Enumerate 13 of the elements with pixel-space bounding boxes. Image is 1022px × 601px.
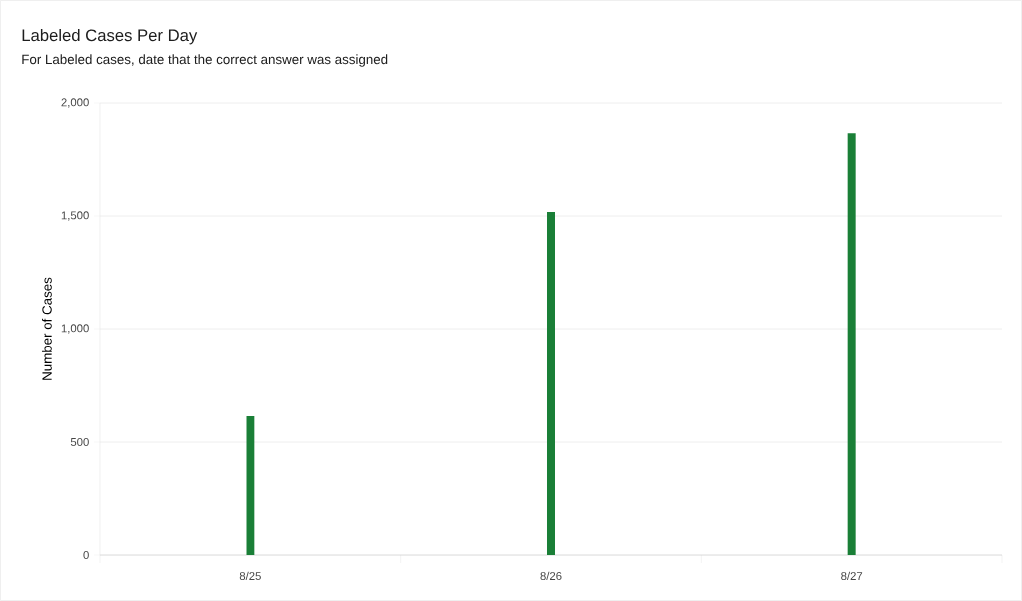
y-tick-label: 2,000	[61, 98, 89, 108]
chart-subtitle: For Labeled cases, date that the correct answer was assigned	[22, 54, 388, 67]
y-tick-label: 1,500	[61, 211, 89, 221]
y-tick-label: 500	[70, 438, 89, 447]
x-tick-label: 8/26	[540, 571, 562, 581]
x-tick-label: 8/27	[841, 571, 863, 581]
bar	[847, 133, 856, 556]
y-tick-label: 1,000	[61, 324, 89, 334]
bar	[547, 211, 555, 556]
y-axis-title: Number of Cases	[41, 277, 52, 380]
x-tick-label: 8/25	[239, 571, 261, 581]
y-tick-label: 0	[83, 551, 89, 560]
chart-title: Labeled Cases Per Day	[22, 28, 198, 45]
